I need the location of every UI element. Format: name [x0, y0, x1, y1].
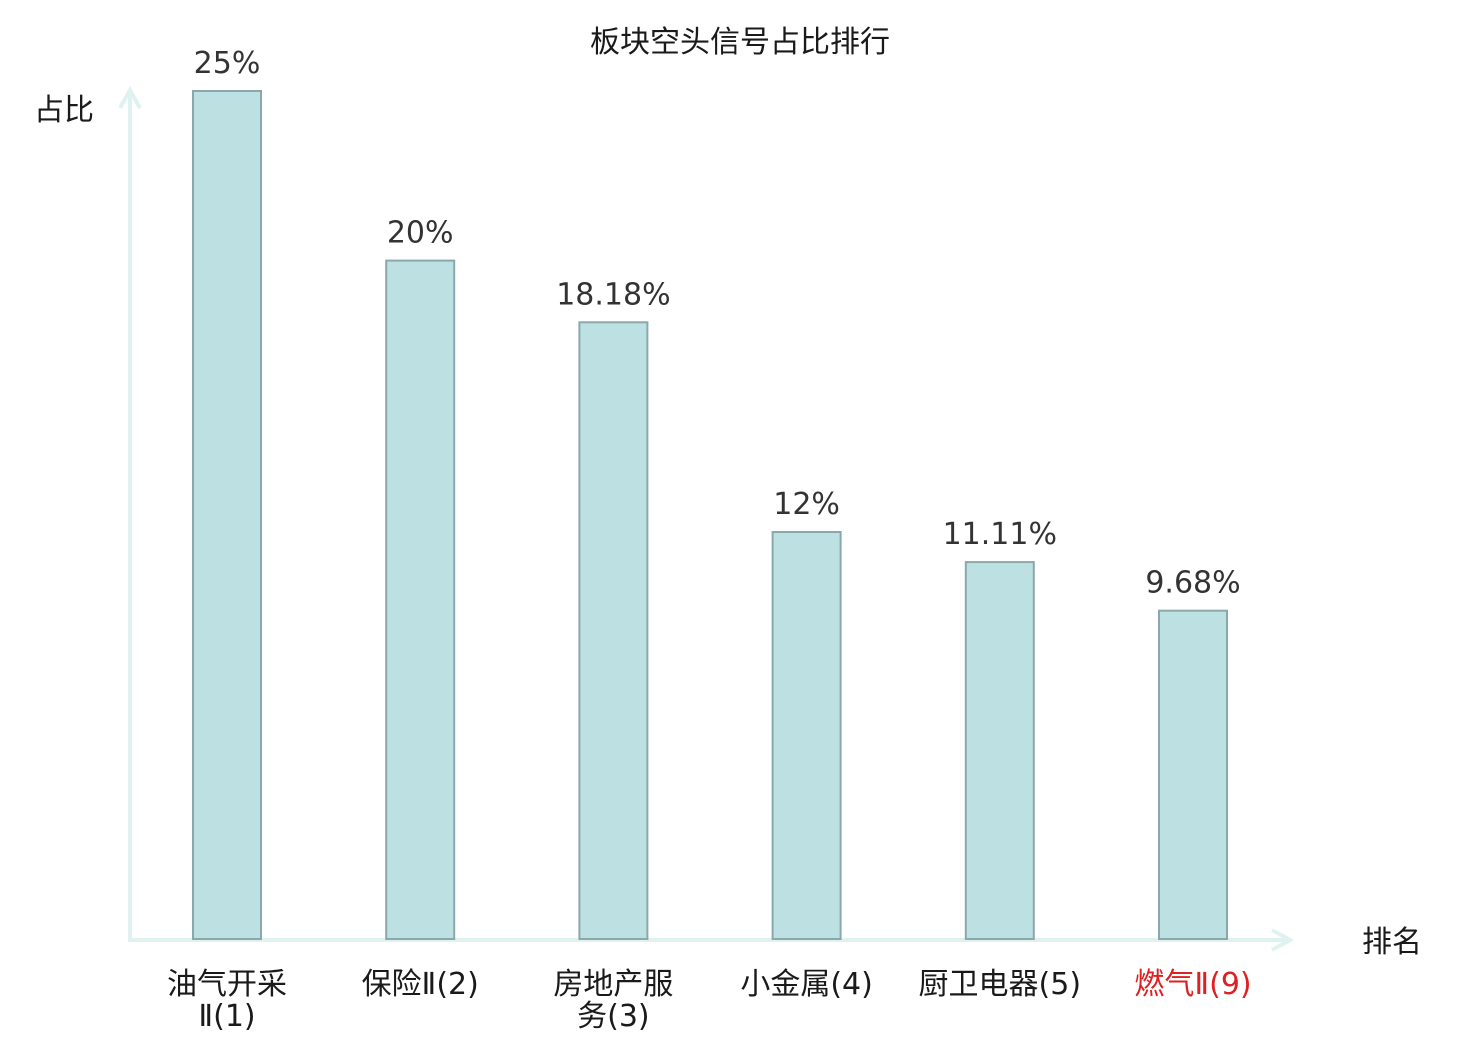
y-axis-arrow: [118, 85, 142, 109]
x-tick-label: 保险Ⅱ(2): [362, 967, 479, 1002]
chart-title: 板块空头信号占比排行: [590, 25, 890, 60]
x-tick-label: 厨卫电器(5): [919, 967, 1082, 1002]
bar: [192, 90, 262, 940]
bar-value-label: 20%: [387, 216, 454, 251]
bar: [771, 531, 842, 940]
x-axis-arrow: [1271, 928, 1295, 952]
bar: [578, 321, 649, 940]
bar-value-label: 12%: [773, 487, 840, 522]
x-tick-label: 燃气Ⅱ(9): [1134, 967, 1251, 1002]
x-tick-label: 房地产服: [553, 967, 673, 1002]
bar-value-label: 11.11%: [943, 517, 1057, 552]
x-tick-label: 油气开采: [167, 967, 287, 1002]
value-labels-group: 25% 20% 18.18% 12% 11.11% 9.68%: [194, 46, 1241, 601]
x-axis-label: 排名: [1362, 925, 1422, 960]
x-tick-label: 务(3): [577, 999, 650, 1034]
x-tick-label: 小金属(4): [740, 967, 873, 1002]
bar: [964, 561, 1035, 940]
x-tick-label: Ⅱ(1): [198, 999, 255, 1034]
bar: [1158, 609, 1228, 940]
bars-group: [192, 90, 1228, 941]
bar-value-label: 25%: [194, 46, 261, 81]
bar-value-label: 9.68%: [1145, 566, 1240, 601]
y-axis-label: 占比: [34, 93, 94, 128]
bar: [385, 259, 456, 941]
bar-value-label: 18.18%: [556, 277, 670, 312]
